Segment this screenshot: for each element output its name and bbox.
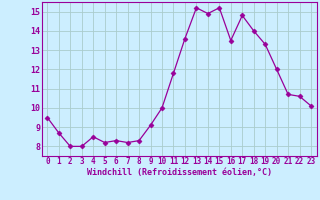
X-axis label: Windchill (Refroidissement éolien,°C): Windchill (Refroidissement éolien,°C): [87, 168, 272, 177]
